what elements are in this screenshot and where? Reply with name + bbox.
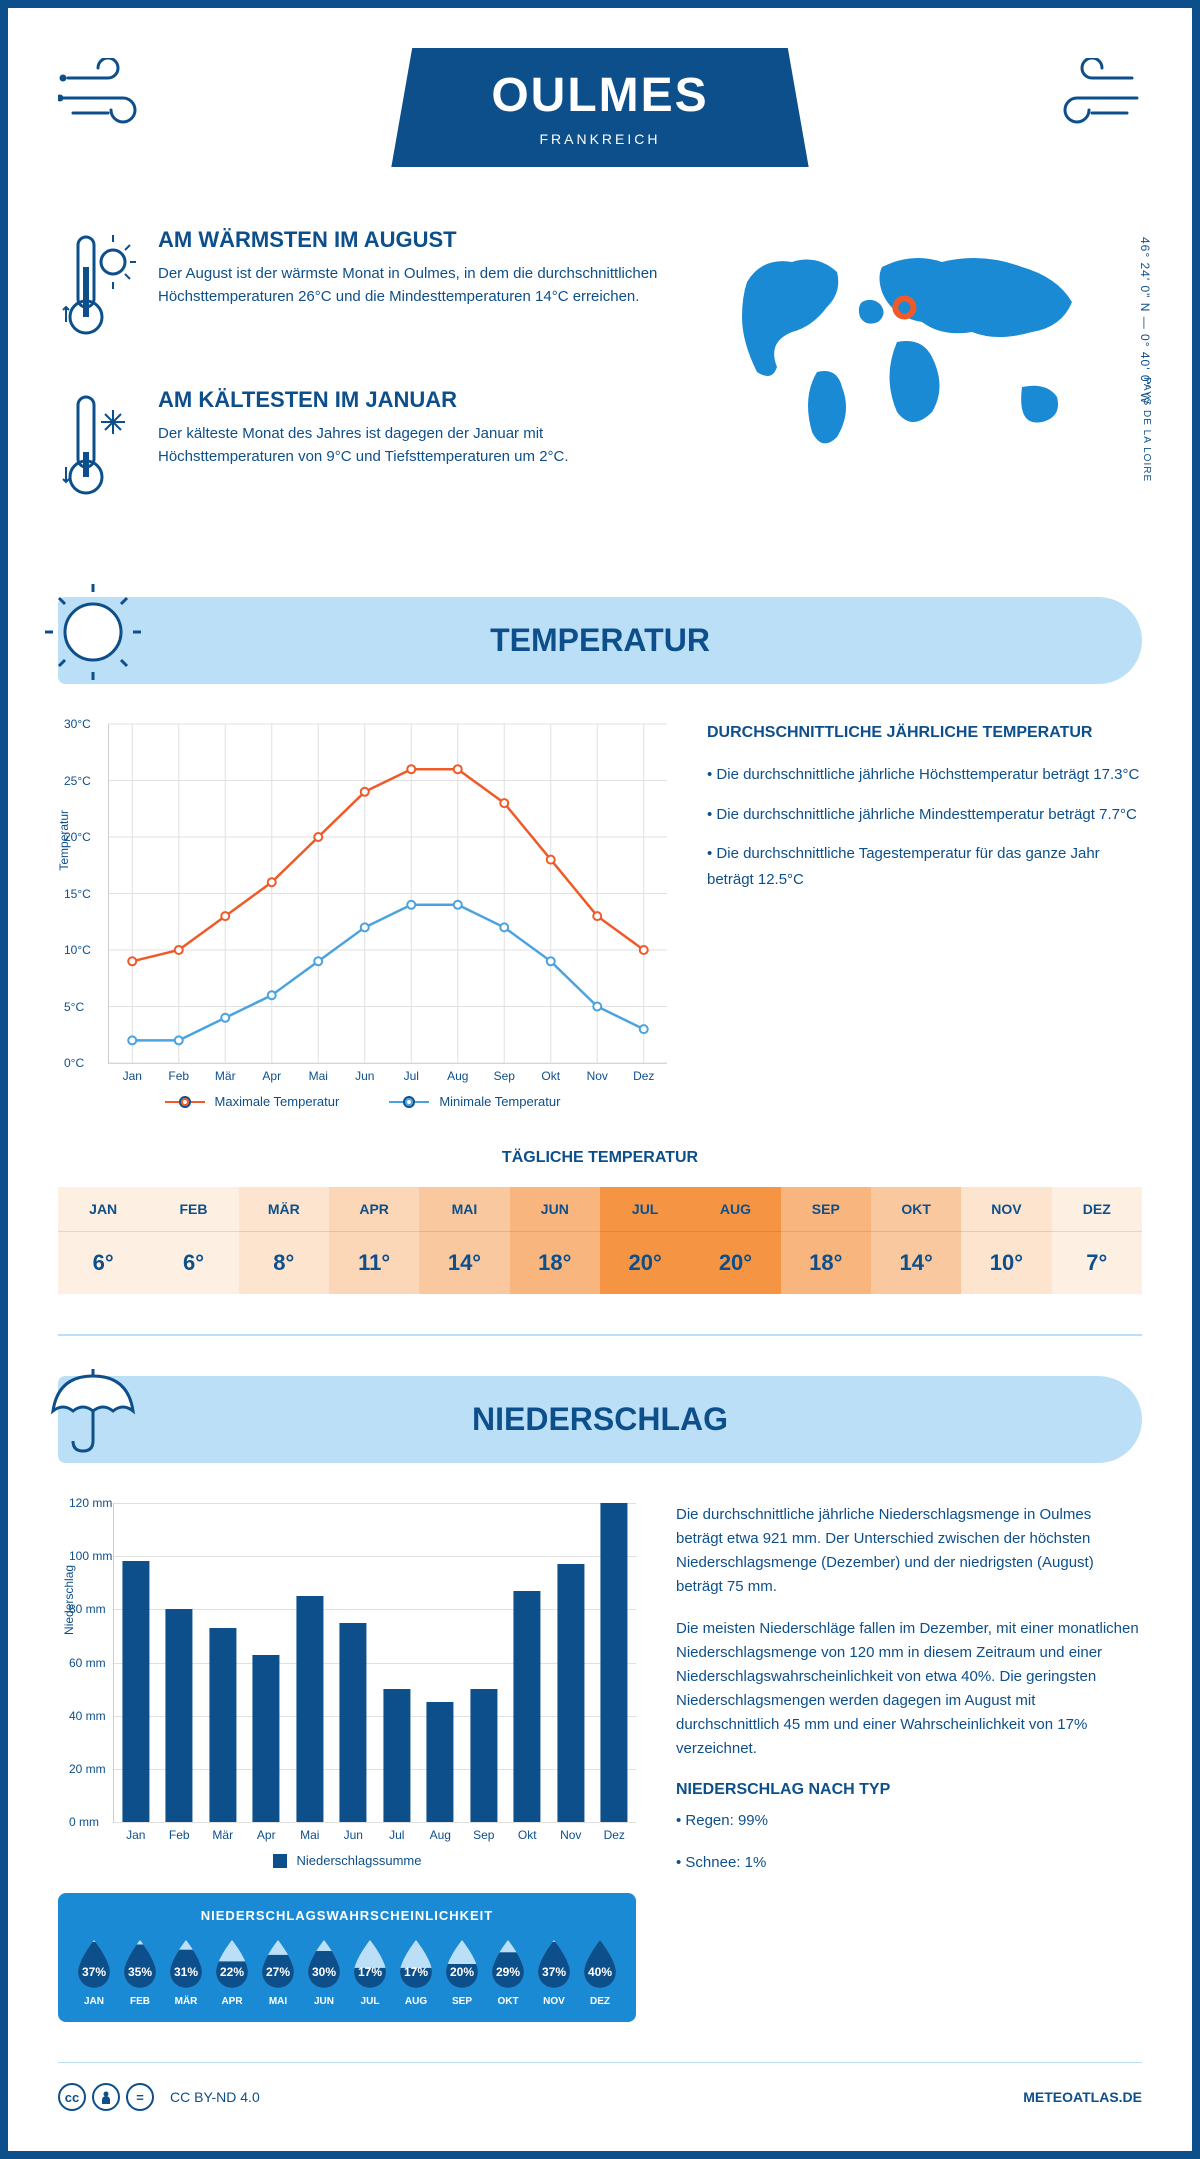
- thermometer-hot-icon: [58, 227, 138, 352]
- daily-temp-title: TÄGLICHE TEMPERATUR: [58, 1149, 1142, 1167]
- svg-text:22%: 22%: [220, 1965, 244, 1979]
- svg-text:29%: 29%: [496, 1965, 520, 1979]
- umbrella-icon: [43, 1361, 143, 1461]
- region-label: PAYS DE LA LOIRE: [1141, 377, 1152, 482]
- svg-text:27%: 27%: [266, 1965, 290, 1979]
- temperature-title: TEMPERATUR: [88, 622, 1112, 659]
- svg-text:37%: 37%: [542, 1965, 566, 1979]
- warmest-title: AM WÄRMSTEN IM AUGUST: [158, 227, 682, 253]
- svg-text:37%: 37%: [82, 1965, 106, 1979]
- svg-text:40%: 40%: [588, 1965, 612, 1979]
- title-banner: OULMES FRANKREICH: [391, 48, 808, 167]
- world-map: 46° 24' 0" N — 0° 40' 0" W PAYS DE LA LO…: [722, 227, 1142, 547]
- precipitation-legend: Niederschlagssumme: [58, 1853, 636, 1868]
- precipitation-info: Die durchschnittliche jährliche Niedersc…: [676, 1503, 1142, 2022]
- warmest-block: AM WÄRMSTEN IM AUGUST Der August ist der…: [58, 227, 682, 352]
- temperature-section-header: TEMPERATUR: [58, 597, 1142, 684]
- svg-text:31%: 31%: [174, 1965, 198, 1979]
- temperature-info: DURCHSCHNITTLICHE JÄHRLICHE TEMPERATUR •…: [707, 724, 1142, 1109]
- temperature-chart: Temperatur 0°C5°C10°C15°C20°C25°C30°CJan…: [58, 724, 667, 1109]
- thermometer-cold-icon: [58, 387, 138, 512]
- page-title: OULMES: [491, 68, 708, 123]
- license-icons: cc = CC BY-ND 4.0: [58, 2083, 260, 2111]
- svg-text:17%: 17%: [358, 1965, 382, 1979]
- site-name: METEOATLAS.DE: [1023, 2089, 1142, 2105]
- svg-text:20%: 20%: [450, 1965, 474, 1979]
- precipitation-section-header: NIEDERSCHLAG: [58, 1376, 1142, 1463]
- wind-icon: [1042, 58, 1142, 138]
- daily-temp-table: JANFEBMÄRAPRMAIJUNJULAUGSEPOKTNOVDEZ6°6°…: [58, 1187, 1142, 1294]
- temperature-legend: Maximale Temperatur Minimale Temperatur: [58, 1094, 667, 1109]
- y-axis-label: Niederschlag: [62, 1564, 76, 1634]
- header: OULMES FRANKREICH: [58, 48, 1142, 167]
- footer: cc = CC BY-ND 4.0 METEOATLAS.DE: [58, 2062, 1142, 2111]
- page-subtitle: FRANKREICH: [491, 131, 708, 147]
- coldest-block: AM KÄLTESTEN IM JANUAR Der kälteste Mona…: [58, 387, 682, 512]
- sun-icon: [43, 582, 143, 682]
- wind-icon: [58, 58, 158, 138]
- precipitation-probability: NIEDERSCHLAGSWAHRSCHEINLICHKEIT 37% JAN …: [58, 1893, 636, 2022]
- coldest-text: Der kälteste Monat des Jahres ist dagege…: [158, 423, 682, 468]
- svg-text:35%: 35%: [128, 1965, 152, 1979]
- precipitation-title: NIEDERSCHLAG: [88, 1401, 1112, 1438]
- warmest-text: Der August ist der wärmste Monat in Oulm…: [158, 263, 682, 308]
- svg-text:30%: 30%: [312, 1965, 336, 1979]
- temp-info-title: DURCHSCHNITTLICHE JÄHRLICHE TEMPERATUR: [707, 724, 1142, 742]
- precipitation-chart: Niederschlag 0 mm20 mm40 mm60 mm80 mm100…: [58, 1503, 636, 2022]
- coldest-title: AM KÄLTESTEN IM JANUAR: [158, 387, 682, 413]
- svg-text:17%: 17%: [404, 1965, 428, 1979]
